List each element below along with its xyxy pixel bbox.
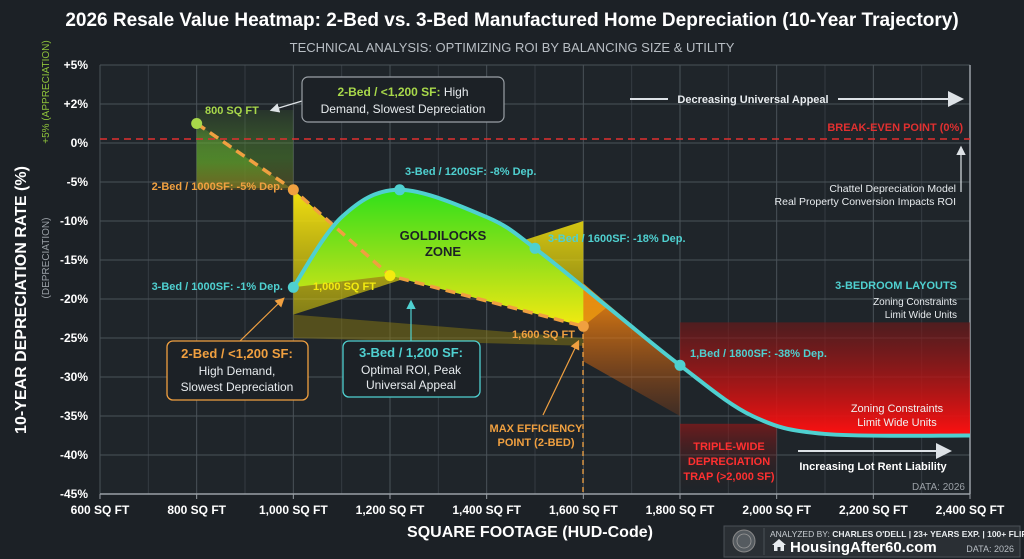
three-bed-layouts: 3-BEDROOM LAYOUTS <box>835 280 957 292</box>
zoning-right-l1: Zoning Constraints <box>873 297 957 308</box>
top-callout-lead: 2-Bed / <1,200 SF: <box>337 85 440 99</box>
y-axis-sub-depreciation: (DEPRECIATION) <box>41 218 52 299</box>
zoning-low-l1: Zoning Constraints <box>851 403 944 415</box>
orange-callout-l3: Slowest Depreciation <box>181 380 294 394</box>
y-tick-label: -35% <box>60 409 88 423</box>
label-1600-sqft: 1,600 SQ FT <box>512 329 575 341</box>
trap-zone-lower <box>680 423 777 494</box>
triple-wide-trap-zone <box>680 322 970 436</box>
label-3bed-1000: 3-Bed / 1000SF: -1% Dep. <box>152 281 283 293</box>
trap-l1: TRIPLE-WIDE <box>693 441 765 453</box>
y-tick-label: -15% <box>60 253 88 267</box>
chattel-l2: Real Property Conversion Impacts ROI <box>775 196 956 208</box>
footer-badge: ANALYZED BY: CHARLES O'DELL | 23+ YEARS … <box>723 525 1024 558</box>
y-tick-label: -10% <box>60 214 88 228</box>
x-tick-label: 1,000 SQ FT <box>259 503 328 517</box>
zoning-low-l2: Limit Wide Units <box>857 417 937 429</box>
y-tick-label: 0% <box>71 136 89 150</box>
appeal-label: Decreasing Universal Appeal <box>677 94 828 106</box>
three-bed-point <box>394 184 406 196</box>
home-icon <box>772 539 786 551</box>
yellow-zone-shadow <box>293 314 584 346</box>
two-bed-point <box>287 184 299 196</box>
two-bed-point <box>191 118 203 129</box>
svg-text:2-Bed / <1,200 SF: High: 2-Bed / <1,200 SF: High <box>337 85 468 99</box>
seal-icon <box>732 529 756 553</box>
lot-rent-label: Increasing Lot Rent Liability <box>799 461 947 473</box>
three-bed-point <box>287 281 299 293</box>
x-tick-label: 600 SQ FT <box>71 503 130 517</box>
green-zone-800-upper <box>196 110 294 190</box>
x-tick-label: 1,800 SQ FT <box>646 503 715 517</box>
max-efficiency-l2: POINT (2-BED) <box>498 437 575 449</box>
trap-l2: DEPRECIATION <box>688 456 770 468</box>
goldilocks-zone <box>293 189 608 327</box>
label-3bed-1600: 3-Bed / 1600SF: -18% Dep. <box>548 233 686 245</box>
three-bed-point <box>674 359 686 371</box>
series-layer <box>191 118 971 438</box>
data-year-label: DATA: 2026 <box>912 482 965 493</box>
y-tick-label: -40% <box>60 448 88 462</box>
y-tick-label: -5% <box>67 175 89 189</box>
label-2bed-1000: 2-Bed / 1000SF: -5% Dep. <box>152 181 283 193</box>
chart-title: 2026 Resale Value Heatmap: 2-Bed vs. 3-B… <box>65 10 958 31</box>
label-3bed-1800: 1,Bed / 1800SF: -38% Dep. <box>690 348 827 360</box>
footer-analyzed: CHARLES O'DELL | 23+ YEARS EXP. | 100+ F… <box>832 529 1024 539</box>
two-bed-line <box>195 122 584 328</box>
trap-l3: TRAP (>2,000 SF) <box>683 471 775 483</box>
teal-callout-l1: 3-Bed / 1,200 SF: <box>359 345 463 360</box>
teal-callout-l3: Universal Appeal <box>366 378 456 392</box>
orange-callout-box <box>166 340 309 401</box>
svg-text:ANALYZED BY: CHARLES O'DELL |: ANALYZED BY: CHARLES O'DELL | 23+ YEARS … <box>770 529 1024 539</box>
y-tick-label: -20% <box>60 292 88 306</box>
x-tick-label: 1,200 SQ FT <box>356 503 425 517</box>
footer-data: DATA: 2026 <box>966 544 1014 554</box>
two-bed-point <box>384 270 396 282</box>
y-tick-label: +5% <box>64 58 89 72</box>
orange-callout-l1: 2-Bed / <1,200 SF: <box>181 346 293 361</box>
label-1000-sqft: 1,000 SQ FT <box>313 281 376 293</box>
y-tick-label: -30% <box>60 370 88 384</box>
max-efficiency-l1: MAX EFFICIENCY <box>490 423 584 435</box>
axis-ticks: 600 SQ FT 800 SQ FT 1,000 SQ FT 1,200 SQ FT… <box>60 58 1005 517</box>
three-bed-point <box>529 242 541 254</box>
x-tick-label: 2,200 SQ FT <box>839 503 908 517</box>
chattel-l1: Chattel Depreciation Model <box>829 183 956 195</box>
x-tick-label: 1,600 SQ FT <box>549 503 618 517</box>
goldilocks-label-2: ZONE <box>425 244 461 259</box>
break-even-label: BREAK-EVEN POINT (0%) <box>827 122 963 134</box>
teal-callout-l2: Optimal ROI, Peak <box>361 363 462 377</box>
teal-callout-box <box>342 340 481 398</box>
three-bed-line <box>291 187 971 438</box>
footer-analyzed-prefix: ANALYZED BY: <box>770 529 830 539</box>
top-callout-rest2: Demand, Slowest Depreciation <box>321 102 486 116</box>
y-axis-title: 10-YEAR DEPRECIATION RATE (%) <box>13 166 30 434</box>
heat-zones <box>196 110 970 494</box>
x-tick-label: 2,400 SQ FT <box>936 503 1005 517</box>
x-tick-label: 1,400 SQ FT <box>452 503 521 517</box>
label-3bed-1200: 3-Bed / 1200SF: -8% Dep. <box>405 166 536 178</box>
orange-zone <box>583 283 680 416</box>
goldilocks-label-1: GOLDILOCKS <box>400 228 487 243</box>
x-tick-label: 2,000 SQ FT <box>742 503 811 517</box>
y-axis-sub-appreciation: +5% (APPRECIATION) <box>41 40 52 143</box>
top-callout-rest1: High <box>441 85 469 99</box>
y-tick-label: -45% <box>60 487 88 501</box>
orange-callout-l2: High Demand, <box>199 364 276 378</box>
y-tick-label: -25% <box>60 331 88 345</box>
x-axis-title: SQUARE FOOTAGE (HUD-Code) <box>407 524 653 541</box>
footer-site: HousingAfter60.com <box>790 539 937 556</box>
annotations: 2-Bed / <1,200 SF: High Demand, Slowest … <box>152 76 966 494</box>
label-800: 800 SQ FT <box>205 105 259 117</box>
zoning-right-l2: Limit Wide Units <box>885 310 957 321</box>
x-tick-label: 800 SQ FT <box>167 503 226 517</box>
y-tick-label: +2% <box>64 97 89 111</box>
chart-subtitle: TECHNICAL ANALYSIS: OPTIMIZING ROI BY BA… <box>290 40 735 55</box>
top-callout-box <box>301 76 505 123</box>
